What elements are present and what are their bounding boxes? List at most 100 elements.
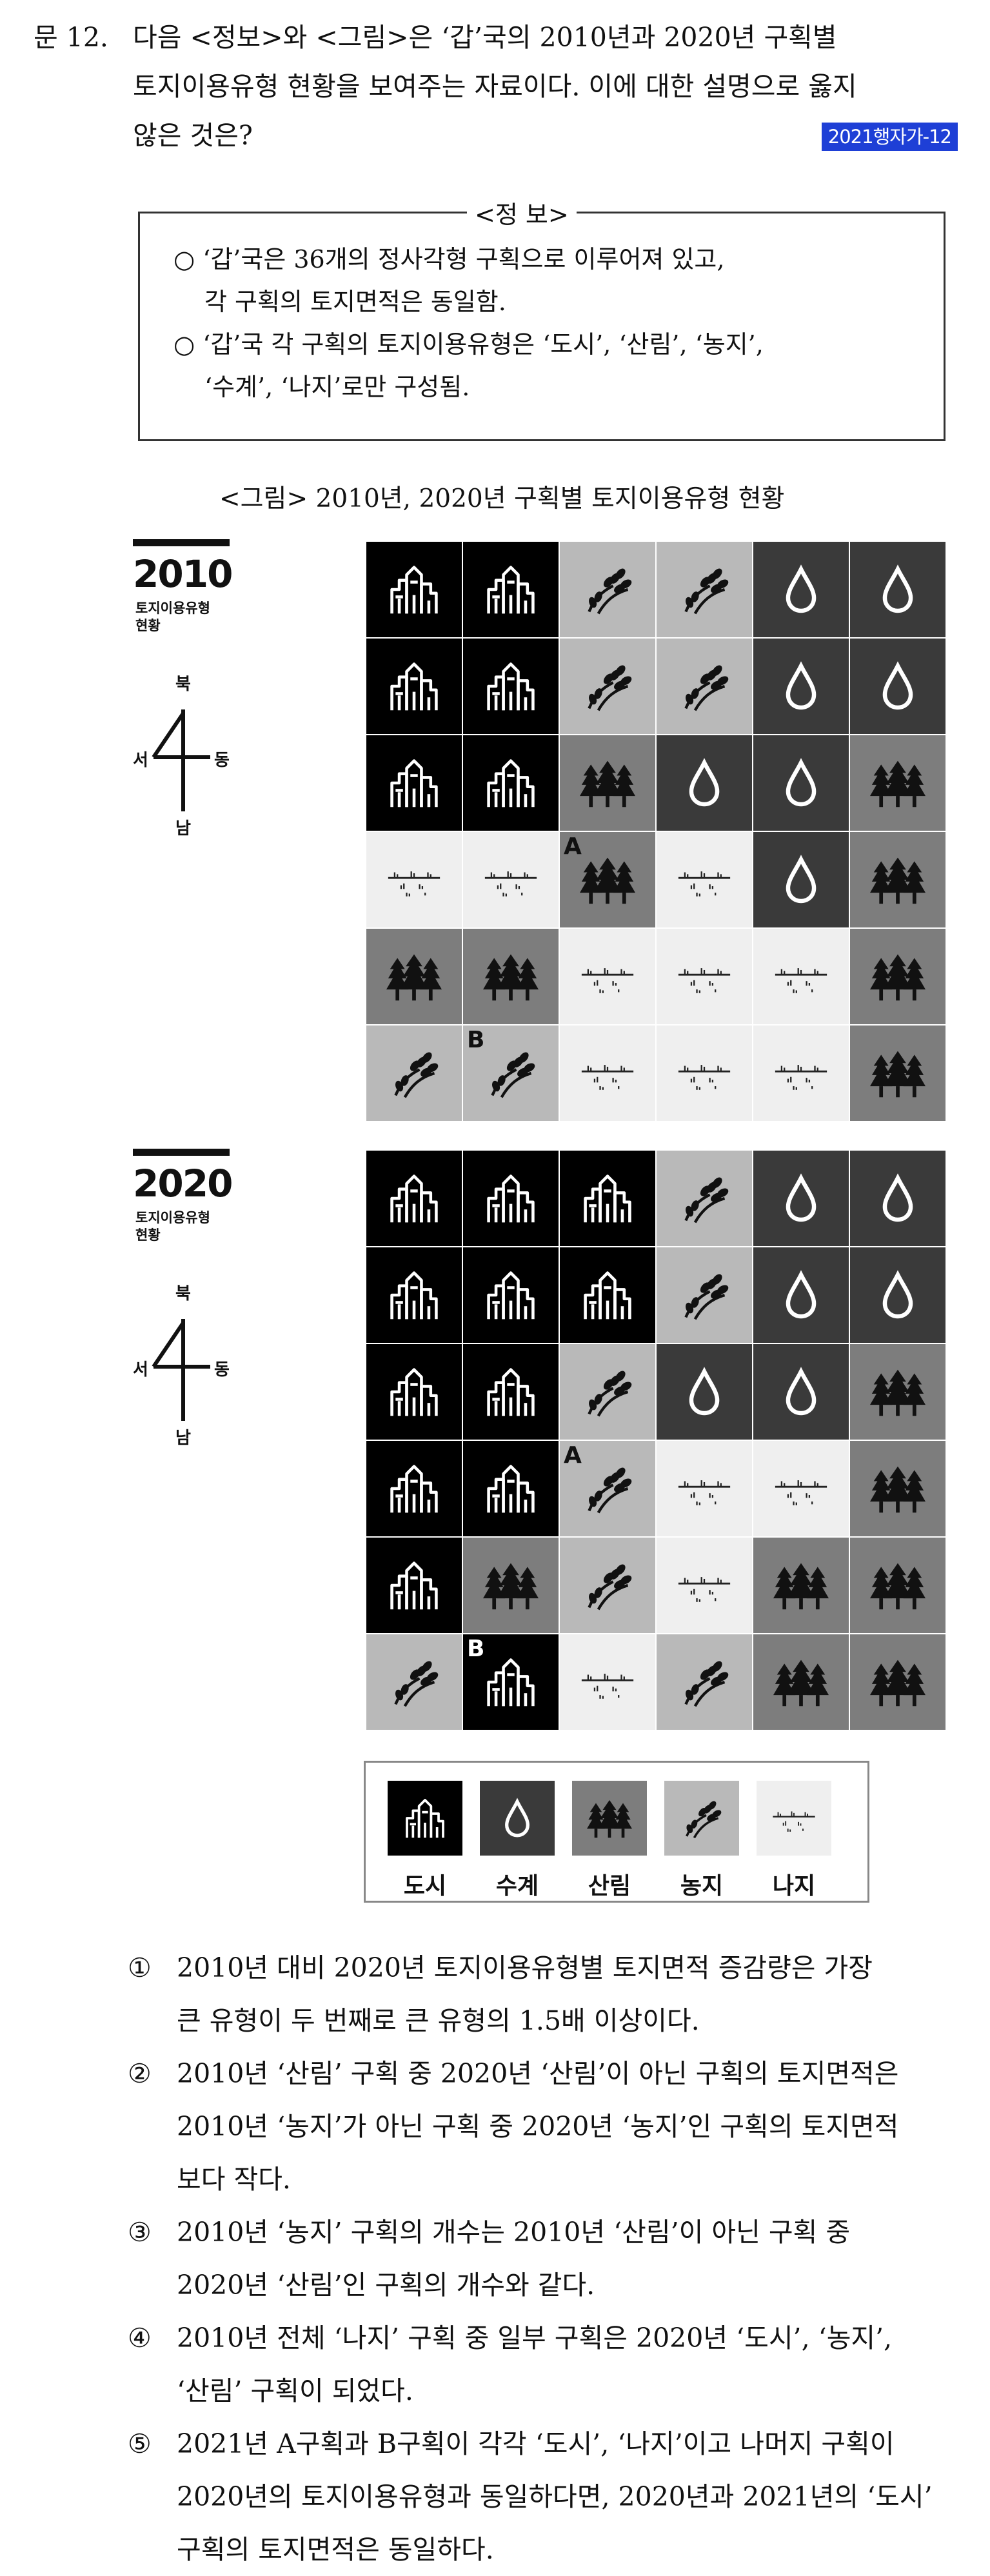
grid-cell — [850, 542, 945, 637]
grid-cell — [560, 1344, 655, 1440]
grid-cell — [753, 639, 849, 734]
info-title: <정 보> — [467, 195, 577, 230]
grid-cell — [366, 1247, 462, 1343]
grid-cell — [850, 1344, 945, 1440]
grid-cell — [850, 639, 945, 734]
legend-label: 도시 — [403, 1873, 447, 1899]
water-drop-icon — [773, 1171, 829, 1226]
water-drop-icon — [677, 1364, 732, 1420]
info-line-1: ○ ‘갑’국은 36개의 정사각형 구획으로 이루어져 있고, — [173, 245, 725, 273]
rice-icon — [386, 1045, 442, 1101]
grid-cell — [463, 1538, 559, 1633]
grid-cell: B — [463, 1025, 559, 1121]
year-sub-2010-2: 현황 — [135, 618, 161, 633]
grid-cell — [753, 1634, 849, 1730]
grid-cell — [366, 735, 462, 831]
option-5-number: ⑤ — [128, 2428, 152, 2459]
water-drop-icon — [870, 1267, 926, 1323]
grid-cell — [463, 1247, 559, 1343]
info-line-3: ○ ‘갑’국 각 구획의 토지이용유형은 ‘도시’, ‘산림’, ‘농지’, — [173, 330, 764, 359]
city-icon — [388, 1781, 462, 1856]
legend-label: 나지 — [772, 1873, 816, 1899]
legend-item-sugye: 수계 — [480, 1781, 555, 1901]
compass-north: 북 — [175, 1284, 191, 1303]
cell-mark-label: A — [564, 1442, 582, 1469]
water-drop-icon — [677, 755, 732, 811]
city-icon — [386, 755, 442, 811]
legend-label: 산림 — [588, 1873, 631, 1899]
forest-icon — [870, 1558, 926, 1613]
option-1-line-1: 2010년 대비 2020년 토지이용유형별 토지면적 증감량은 가장 — [177, 1952, 873, 1983]
grid-cell — [657, 639, 752, 734]
legend-item-dosi: 도시 — [388, 1781, 462, 1901]
option-3-line-1: 2010년 ‘농지’ 구획의 개수는 2010년 ‘산림’이 아닌 구획 중 — [177, 2217, 851, 2248]
grid-cell — [850, 735, 945, 831]
bare-land-icon — [580, 949, 635, 1004]
grid-cell — [657, 1025, 752, 1121]
city-icon — [580, 1267, 635, 1323]
question-line-3: 않은 것은? — [133, 120, 253, 151]
city-icon — [483, 1654, 539, 1710]
legend-item-sallim: 산림 — [572, 1781, 647, 1901]
city-icon — [483, 1267, 539, 1323]
compass-arrow-icon — [152, 1319, 210, 1421]
year-sub-2020-2: 현황 — [135, 1227, 161, 1243]
grid-cell — [366, 639, 462, 734]
grid-cell — [753, 1441, 849, 1536]
grid-cell — [657, 929, 752, 1024]
bare-land-icon — [773, 1045, 829, 1101]
option-3-number: ③ — [128, 2217, 152, 2248]
legend-item-naji: 나지 — [757, 1781, 831, 1901]
bare-land-icon — [677, 1558, 732, 1613]
water-drop-icon — [773, 1364, 829, 1420]
question-number: 문 12. — [34, 22, 108, 53]
option-4-number: ④ — [128, 2323, 152, 2353]
option-4-line-1: 2010년 전체 ‘나지’ 구획 중 일부 구획은 2020년 ‘도시’, ‘농… — [177, 2323, 893, 2353]
forest-icon — [483, 949, 539, 1004]
rice-icon — [677, 562, 732, 617]
option-2-line-2: 2010년 ‘농지’가 아닌 구획 중 2020년 ‘농지’인 구획의 토지면적 — [177, 2111, 899, 2142]
bare-land-icon — [483, 852, 539, 907]
grid-cell — [560, 542, 655, 637]
forest-icon — [870, 1461, 926, 1516]
info-box: ○ ‘갑’국은 36개의 정사각형 구획으로 이루어져 있고, 각 구획의 토지… — [138, 212, 945, 441]
compass-2020: 북 남 서 동 — [133, 1280, 231, 1448]
grid-cell — [366, 1344, 462, 1440]
year-sub-2020-1: 토지이용유형 — [135, 1210, 210, 1225]
info-line-4: ‘수계’, ‘나지’로만 구성됨. — [204, 373, 470, 401]
grid-cell — [850, 1025, 945, 1121]
grid-cell — [463, 735, 559, 831]
forest-icon — [580, 852, 635, 907]
bare-land-icon — [773, 949, 829, 1004]
grid-cell — [560, 1025, 655, 1121]
forest-icon — [870, 852, 926, 907]
city-icon — [386, 1461, 442, 1516]
grid-cell: A — [560, 1441, 655, 1536]
grid-cell — [753, 1247, 849, 1343]
grid-cell — [463, 929, 559, 1024]
forest-icon — [483, 1558, 539, 1613]
forest-icon — [386, 949, 442, 1004]
compass-south: 남 — [175, 819, 191, 838]
rice-icon — [677, 1267, 732, 1323]
water-drop-icon — [773, 852, 829, 907]
grid-cell — [463, 1151, 559, 1246]
bare-land-icon — [580, 1045, 635, 1101]
compass-west: 서 — [133, 1360, 148, 1380]
bare-land-icon — [757, 1781, 831, 1856]
option-2-line-1: 2010년 ‘산림’ 구획 중 2020년 ‘산림’이 아닌 구획의 토지면적은 — [177, 2058, 899, 2089]
city-icon — [483, 755, 539, 811]
compass-arrow-icon — [152, 709, 210, 811]
cell-mark-label: A — [564, 833, 582, 860]
rice-icon — [677, 1171, 732, 1226]
year-label-2010: 2010 — [133, 552, 233, 596]
question-line-2: 토지이용유형 현황을 보여주는 자료이다. 이에 대한 설명으로 옳지 — [133, 71, 857, 102]
legend-label: 수계 — [495, 1873, 539, 1899]
option-2-number: ② — [128, 2058, 152, 2089]
source-badge: 2021행자가-12 — [821, 123, 958, 151]
grid-cell — [753, 1025, 849, 1121]
grid-cell — [850, 832, 945, 927]
grid-cell — [366, 1538, 462, 1633]
bare-land-icon — [677, 1461, 732, 1516]
